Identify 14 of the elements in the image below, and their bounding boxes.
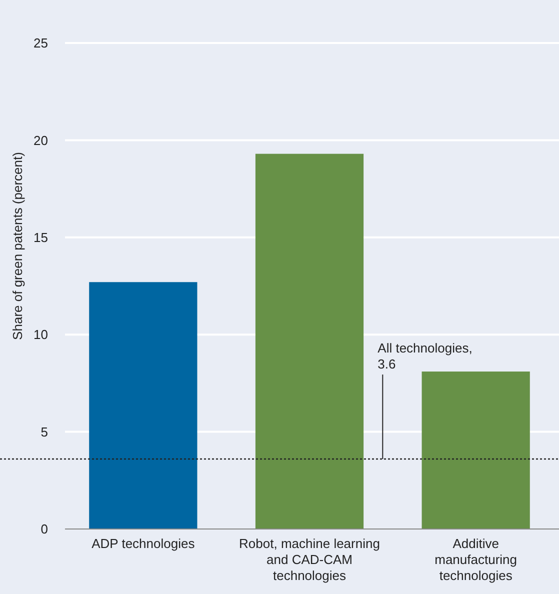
bar — [89, 282, 198, 529]
x-tick-label: ADP technologies — [92, 536, 196, 551]
y-tick-label: 20 — [34, 132, 48, 148]
y-tick-label: 15 — [34, 230, 48, 245]
bar — [422, 372, 530, 529]
x-tick-label: Robot, machine learning and CAD-CAM technologies — [239, 536, 380, 583]
y-tick-label: 10 — [34, 327, 48, 342]
y-tick-label: 5 — [40, 424, 48, 440]
y-axis-title: Share of green patents (percent) — [10, 152, 25, 340]
y-tick-label: 0 — [40, 522, 48, 537]
y-tick-label: 25 — [34, 36, 48, 51]
ref-line-label: All technologies, 3.6 — [378, 340, 472, 372]
bar — [255, 154, 364, 529]
x-tick-label: Additive manufacturing technologies — [434, 536, 518, 583]
